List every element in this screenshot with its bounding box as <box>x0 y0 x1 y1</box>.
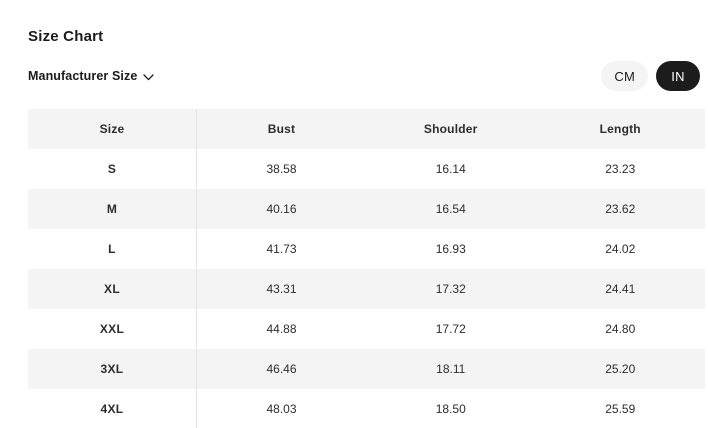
table-row-3xl: 3XL 46.46 18.11 25.20 <box>28 349 705 389</box>
bust-cell: 43.31 <box>266 282 297 296</box>
table-header-row: Size Bust Shoulder Length <box>28 109 705 149</box>
column-header-size: Size <box>28 109 197 149</box>
manufacturer-size-label: Manufacturer Size <box>28 69 138 83</box>
table-row-s: S 38.58 16.14 23.23 <box>28 149 705 189</box>
unit-toggle: CM IN <box>601 61 700 91</box>
size-cell: 3XL <box>28 349 197 389</box>
length-cell: 24.80 <box>605 322 636 336</box>
bust-cell: 46.46 <box>266 362 297 376</box>
length-cell: 23.23 <box>605 162 636 176</box>
chevron-down-icon <box>143 73 155 80</box>
table-row-4xl: 4XL 48.03 18.50 25.59 <box>28 389 705 428</box>
shoulder-cell: 16.14 <box>435 162 466 176</box>
length-cell: 25.20 <box>605 362 636 376</box>
shoulder-cell: 17.72 <box>435 322 466 336</box>
size-cell: 4XL <box>28 389 197 428</box>
table-row-xxl: XXL 44.88 17.72 24.80 <box>28 309 705 349</box>
shoulder-cell: 16.93 <box>435 242 466 256</box>
unit-button-cm[interactable]: CM <box>601 61 648 91</box>
size-cell: XXL <box>28 309 197 349</box>
bust-cell: 48.03 <box>266 402 297 416</box>
bust-cell: 41.73 <box>266 242 297 256</box>
size-cell: L <box>28 229 197 269</box>
shoulder-cell: 17.32 <box>435 282 466 296</box>
unit-button-in[interactable]: IN <box>656 61 700 91</box>
column-header-length: Length <box>599 122 641 136</box>
table-row-l: L 41.73 16.93 24.02 <box>28 229 705 269</box>
table-row-m: M 40.16 16.54 23.62 <box>28 189 705 229</box>
length-cell: 24.41 <box>605 282 636 296</box>
column-header-bust: Bust <box>267 122 296 136</box>
table-row-xl: XL 43.31 17.32 24.41 <box>28 269 705 309</box>
size-cell: S <box>28 149 197 189</box>
shoulder-cell: 18.50 <box>435 402 466 416</box>
manufacturer-size-dropdown[interactable]: Manufacturer Size <box>28 69 155 83</box>
column-header-shoulder: Shoulder <box>423 122 478 136</box>
bust-cell: 44.88 <box>266 322 297 336</box>
size-cell: XL <box>28 269 197 309</box>
length-cell: 25.59 <box>605 402 636 416</box>
bust-cell: 38.58 <box>266 162 297 176</box>
controls-row: Manufacturer Size CM IN <box>28 61 708 91</box>
bust-cell: 40.16 <box>266 202 297 216</box>
shoulder-cell: 18.11 <box>436 362 466 376</box>
length-cell: 23.62 <box>605 202 636 216</box>
size-chart-table: Size Bust Shoulder Length S 38.58 16.14 … <box>28 109 705 428</box>
shoulder-cell: 16.54 <box>435 202 466 216</box>
size-cell: M <box>28 189 197 229</box>
page-title: Size Chart <box>28 28 104 45</box>
length-cell: 24.02 <box>605 242 636 256</box>
